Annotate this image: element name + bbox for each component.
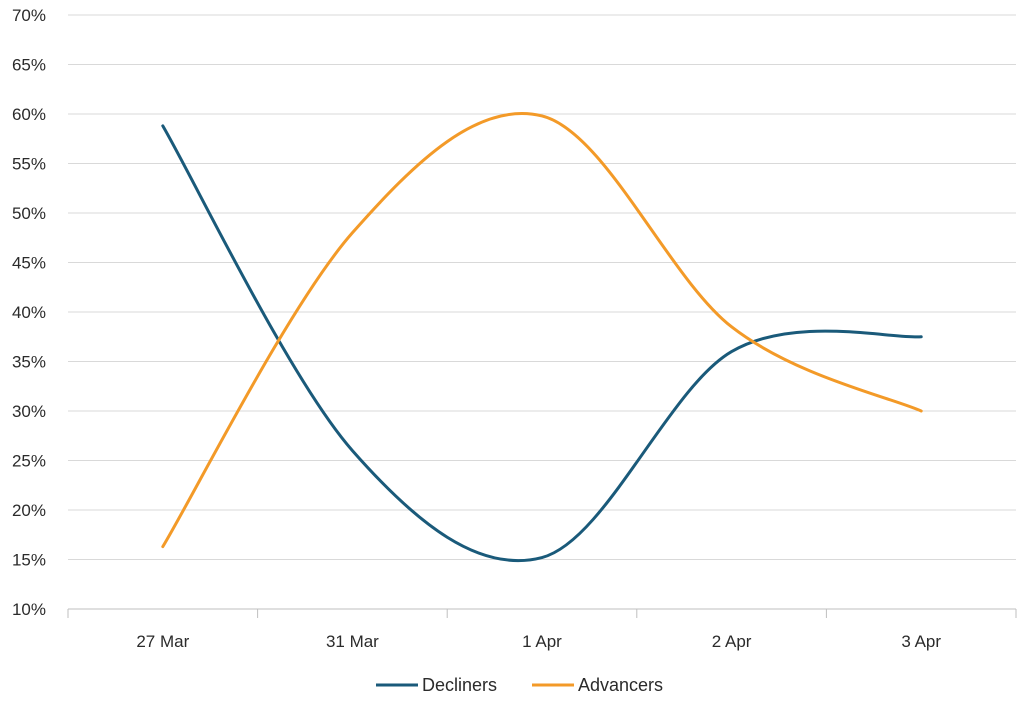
legend-label-decliners: Decliners [422,675,497,695]
y-tick-label: 45% [12,254,46,273]
y-tick-label: 55% [12,155,46,174]
x-tick-label: 1 Apr [522,632,562,651]
y-tick-label: 50% [12,204,46,223]
x-tick-label: 27 Mar [136,632,189,651]
legend-label-advancers: Advancers [578,675,663,695]
y-tick-label: 65% [12,56,46,75]
series-line-advancers [161,112,923,549]
y-tick-label: 70% [12,6,46,25]
x-tick-label: 3 Apr [901,632,941,651]
y-axis-tick-labels: 10% 15% 20% 25% 30% 35% 40% 45% 50% 55% 60% 65% 70% [12,6,46,619]
y-tick-label: 40% [12,303,46,322]
series-line-decliners [161,124,923,563]
series-lines [161,112,923,563]
gridlines [68,14,1016,560]
x-tick-label: 2 Apr [712,632,752,651]
y-tick-label: 35% [12,353,46,372]
x-axis [67,608,1017,618]
y-tick-label: 60% [12,105,46,124]
y-tick-label: 25% [12,452,46,471]
y-tick-label: 15% [12,551,46,570]
y-tick-label: 10% [12,600,46,619]
x-tick-label: 31 Mar [326,632,379,651]
y-tick-label: 20% [12,501,46,520]
legend: Decliners Advancers [376,675,663,695]
x-axis-tick-labels: 27 Mar 31 Mar 1 Apr 2 Apr 3 Apr [136,632,941,651]
y-tick-label: 30% [12,402,46,421]
